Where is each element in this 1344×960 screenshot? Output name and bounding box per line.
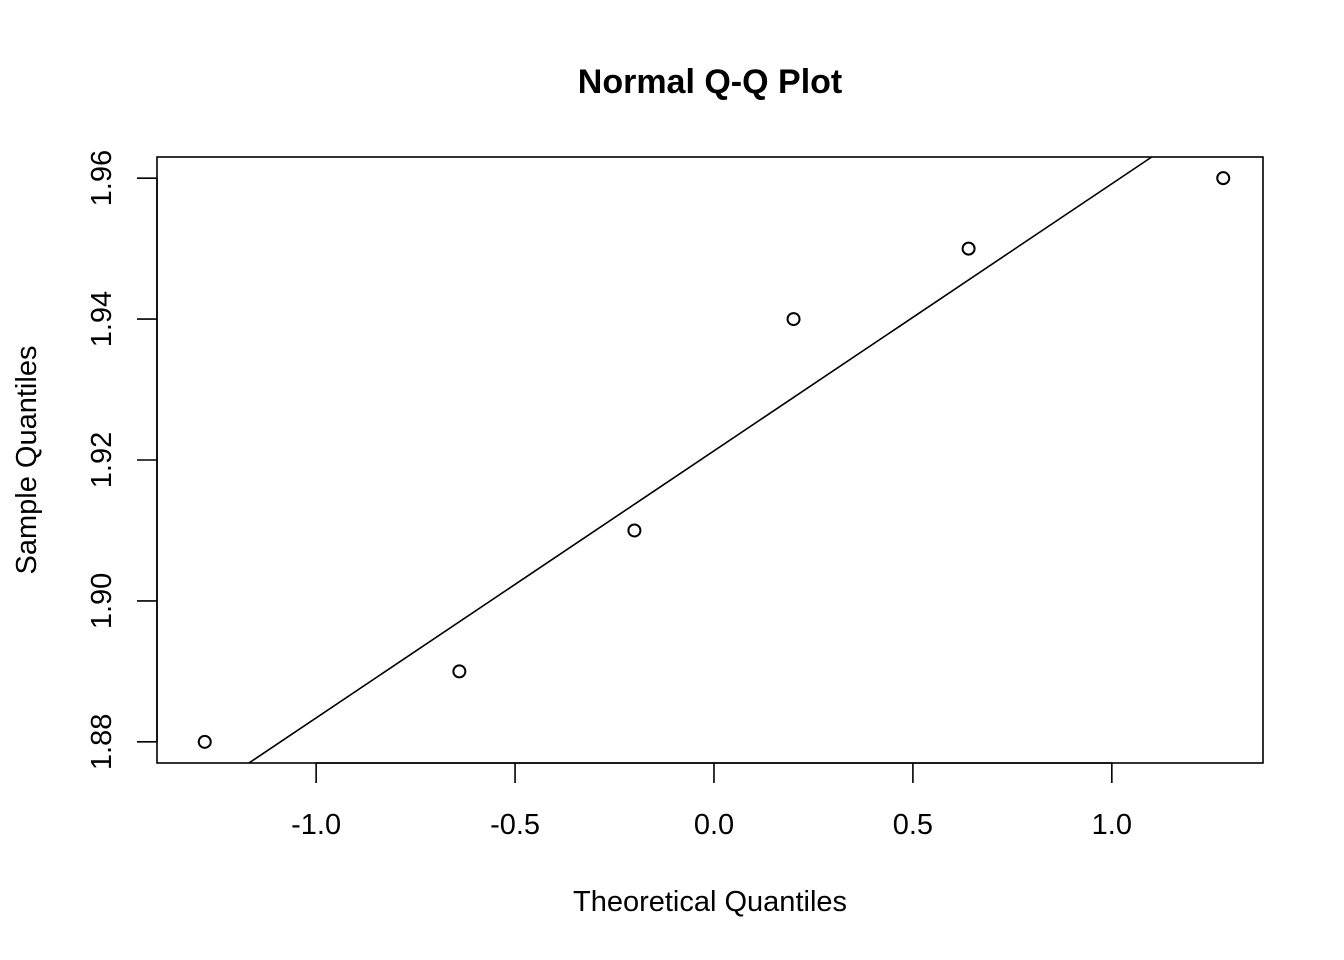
y-tick-label: 1.90	[86, 573, 118, 629]
y-tick-label: 1.94	[86, 291, 118, 347]
x-tick-label: 1.0	[1092, 809, 1132, 841]
data-point	[627, 523, 642, 538]
y-axis: 1.88 1.90 1.92 1.94 1.96	[86, 150, 158, 770]
reference-line-group	[247, 157, 1154, 763]
x-tick-label: -0.5	[490, 809, 540, 841]
qq-reference-line	[247, 157, 1154, 763]
x-axis-label: Theoretical Quantiles	[573, 886, 847, 918]
y-tick-label: 1.88	[86, 714, 118, 770]
y-tick-label: 1.96	[86, 150, 118, 206]
data-point	[452, 664, 467, 679]
data-point	[961, 241, 976, 256]
y-axis-label: Sample Quantiles	[11, 346, 43, 575]
data-point	[786, 312, 801, 327]
x-tick-label: -1.0	[291, 809, 341, 841]
data-point	[197, 734, 212, 749]
y-tick-label: 1.92	[86, 432, 118, 488]
plot-frame	[156, 156, 1264, 764]
x-tick-label: 0.0	[694, 809, 734, 841]
x-axis: -1.0 -0.5 0.0 0.5 1.0	[291, 762, 1132, 841]
x-tick-label: 0.5	[893, 809, 933, 841]
chart-title: Normal Q-Q Plot	[578, 63, 842, 101]
data-point	[1216, 171, 1231, 186]
data-points	[197, 171, 1231, 749]
